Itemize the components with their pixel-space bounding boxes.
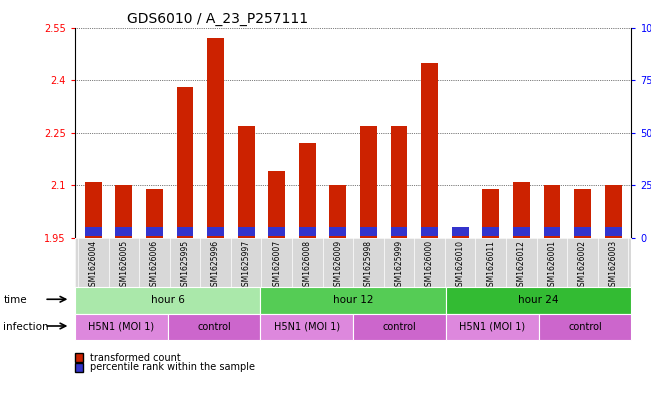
Bar [238, 126, 255, 238]
Text: GSM1626009: GSM1626009 [333, 240, 342, 291]
Bar [299, 227, 316, 236]
Bar [329, 227, 346, 236]
Bar [360, 227, 377, 236]
Text: H5N1 (MOI 1): H5N1 (MOI 1) [459, 322, 525, 332]
Bar [85, 227, 102, 236]
Text: GSM1625996: GSM1625996 [211, 240, 220, 291]
Bar [115, 227, 132, 236]
Bar [85, 182, 102, 238]
Text: control: control [383, 322, 417, 332]
Bar [574, 227, 591, 236]
Bar [207, 227, 224, 236]
Bar [446, 314, 539, 340]
Bar [605, 185, 622, 238]
Text: GSM1625995: GSM1625995 [180, 240, 189, 291]
Bar [391, 227, 408, 236]
Bar [268, 227, 285, 236]
Bar [168, 314, 260, 340]
Bar [482, 227, 499, 236]
Text: GSM1625999: GSM1625999 [395, 240, 404, 291]
Bar [446, 287, 631, 314]
Text: hour 24: hour 24 [518, 295, 559, 305]
Text: infection: infection [3, 322, 49, 332]
Text: GSM1626003: GSM1626003 [609, 240, 618, 291]
Bar [268, 171, 285, 238]
Bar [207, 38, 224, 238]
Text: transformed count: transformed count [90, 353, 180, 363]
Bar [75, 287, 260, 314]
Bar [605, 227, 622, 236]
Text: GSM1625997: GSM1625997 [242, 240, 251, 291]
Bar [238, 227, 255, 236]
Text: hour 12: hour 12 [333, 295, 374, 305]
Text: percentile rank within the sample: percentile rank within the sample [90, 362, 255, 373]
Text: GSM1626007: GSM1626007 [272, 240, 281, 291]
Text: control: control [197, 322, 231, 332]
Bar [452, 234, 469, 238]
Bar [176, 227, 193, 236]
Text: GSM1626010: GSM1626010 [456, 240, 465, 291]
Text: GSM1626012: GSM1626012 [517, 240, 526, 291]
Bar [482, 189, 499, 238]
Bar [421, 227, 438, 236]
Bar [360, 126, 377, 238]
Text: GSM1626000: GSM1626000 [425, 240, 434, 291]
Text: GSM1626008: GSM1626008 [303, 240, 312, 291]
Bar [513, 182, 530, 238]
Bar [115, 185, 132, 238]
Bar [539, 314, 631, 340]
Bar [75, 314, 168, 340]
Bar [260, 287, 446, 314]
Text: GSM1626004: GSM1626004 [89, 240, 98, 291]
Text: time: time [3, 295, 27, 305]
Bar [544, 185, 561, 238]
Bar [146, 189, 163, 238]
Text: GSM1626001: GSM1626001 [547, 240, 557, 291]
Text: GDS6010 / A_23_P257111: GDS6010 / A_23_P257111 [127, 12, 308, 26]
Text: GSM1626002: GSM1626002 [578, 240, 587, 291]
Text: hour 6: hour 6 [150, 295, 185, 305]
Bar [391, 126, 408, 238]
Text: H5N1 (MOI 1): H5N1 (MOI 1) [273, 322, 340, 332]
Text: GSM1626006: GSM1626006 [150, 240, 159, 291]
Bar [299, 143, 316, 238]
Text: control: control [568, 322, 602, 332]
Bar [452, 227, 469, 236]
Bar [353, 314, 446, 340]
Text: GSM1625998: GSM1625998 [364, 240, 373, 291]
Text: GSM1626011: GSM1626011 [486, 240, 495, 291]
Bar [329, 185, 346, 238]
Bar [513, 227, 530, 236]
Text: H5N1 (MOI 1): H5N1 (MOI 1) [88, 322, 154, 332]
Bar [146, 227, 163, 236]
Bar [176, 87, 193, 238]
Bar [544, 227, 561, 236]
Bar [421, 62, 438, 238]
Bar [260, 314, 353, 340]
Text: GSM1626005: GSM1626005 [119, 240, 128, 291]
Bar [574, 189, 591, 238]
